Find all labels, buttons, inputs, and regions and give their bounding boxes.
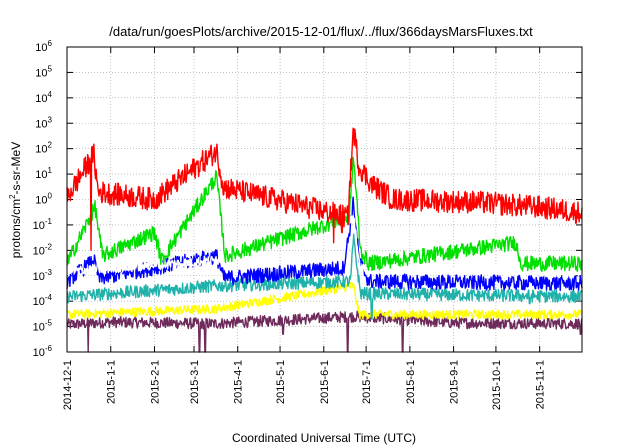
x-axis-label: Coordinated Universal Time (UTC): [232, 431, 416, 445]
x-tick-label: 2015-9-1: [449, 360, 461, 404]
chart-title: /data/run/goesPlots/archive/2015-12-01/f…: [109, 24, 533, 39]
y-tick-labels: 10-6 10-5 10-4 10-3 10-2 10-1 100 101 102 103 104 1…: [33, 39, 53, 359]
series-line: [66, 213, 583, 278]
series-line: [66, 156, 583, 272]
x-tick-label: 2015-10-1: [491, 360, 503, 410]
y-tick-label: 10-2: [33, 242, 53, 257]
x-tick-label: 2015-6-1: [319, 360, 331, 404]
y-tick-label: 10-6: [33, 344, 53, 359]
x-tick-label: 2014-12-1: [62, 360, 74, 410]
series-line: [66, 196, 583, 292]
y-tick-label: 106: [35, 39, 52, 54]
y-tick-label: 10-4: [33, 293, 53, 308]
x-tick-label: 2015-3-1: [189, 360, 201, 404]
y-tick-label: 104: [35, 90, 52, 105]
series-group: [66, 127, 583, 353]
y-tick-label: 101: [35, 166, 52, 181]
series-line: [66, 281, 583, 320]
x-tick-label: 2015-5-1: [275, 360, 287, 404]
y-tick-label: 100: [35, 192, 52, 207]
series-line: [66, 233, 583, 320]
y-axis-label: protons/cm2-s-sr-MeV: [8, 142, 23, 258]
y-tick-label: 105: [35, 64, 52, 79]
y-tick-label: 10-1: [33, 217, 53, 232]
x-tick-label: 2015-1-1: [106, 360, 118, 404]
plot-frame: [66, 46, 583, 353]
x-tick-label: 2015-8-1: [405, 360, 417, 404]
series-line: [66, 127, 583, 252]
x-tick-labels: 2014-12-1 2015-1-1 2015-2-1 2015-3-1 2015-4-…: [62, 360, 547, 410]
x-tick-label: 2015-4-1: [233, 360, 245, 404]
x-tick-label: 2015-11-1: [535, 360, 547, 409]
series-line: [66, 310, 583, 353]
x-tick-label: 2015-7-1: [361, 360, 373, 404]
x-tick-label: 2015-2-1: [149, 360, 161, 404]
y-tick-label: 10-5: [33, 319, 53, 334]
y-tick-label: 10-3: [33, 268, 53, 283]
y-tick-label: 103: [35, 115, 52, 130]
y-tick-label: 102: [35, 141, 52, 156]
